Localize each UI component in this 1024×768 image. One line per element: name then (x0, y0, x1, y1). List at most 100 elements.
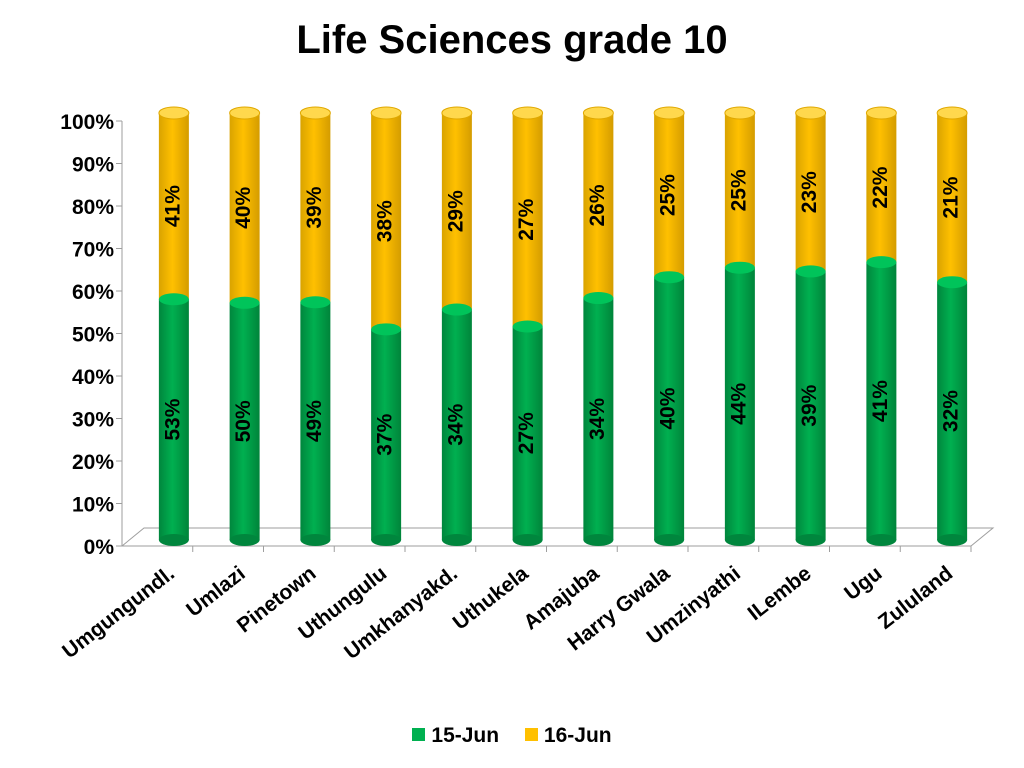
bar-top-cap (512, 106, 544, 120)
bar-split-cap (654, 271, 685, 284)
data-label-16-jun: 40% (232, 187, 255, 229)
x-category-label: ILembe (744, 562, 816, 625)
x-category-label: Umgungundl. (58, 562, 179, 663)
data-label-15-jun: 49% (303, 400, 326, 442)
bar-base-cap (724, 534, 755, 546)
x-category-label: Umlazi (182, 562, 249, 622)
bar-segment-16-jun (300, 113, 331, 303)
bar-split-cap (229, 296, 260, 309)
data-label-15-jun: 27% (515, 412, 538, 454)
bar-split-cap (300, 296, 331, 309)
bar-split-cap (583, 292, 614, 305)
y-tick-label: 10% (72, 494, 114, 517)
data-label-16-jun: 29% (444, 190, 467, 232)
data-label-16-jun: 39% (303, 186, 326, 228)
bar-top-cap (653, 106, 685, 120)
bar-base-cap (229, 534, 260, 546)
x-category-label: Ugu (840, 562, 886, 605)
data-label-15-jun: 34% (444, 403, 467, 445)
bar-split-cap (724, 261, 755, 274)
data-label-15-jun: 39% (798, 384, 821, 426)
data-label-16-jun: 27% (515, 198, 538, 240)
data-label-16-jun: 41% (161, 185, 184, 227)
bar-top-cap (936, 106, 968, 120)
bar-segment-15-jun (724, 267, 755, 540)
bar-segment-16-jun (158, 113, 189, 300)
bar-segment-16-jun (583, 113, 614, 299)
bar-base-cap (512, 534, 543, 546)
bar-segment-16-jun (654, 113, 685, 278)
bar-segment-16-jun (724, 113, 755, 268)
y-tick-label: 20% (72, 451, 114, 474)
bar-segment-16-jun (229, 113, 260, 303)
bar-top-cap (724, 106, 756, 120)
data-label-16-jun: 38% (374, 200, 397, 242)
bar-top-cap (795, 106, 827, 120)
bar-base-cap (583, 534, 614, 546)
bar-split-cap (866, 256, 897, 269)
data-label-16-jun: 23% (798, 171, 821, 213)
bar-base-cap (795, 534, 826, 546)
data-label-16-jun: 25% (657, 174, 680, 216)
y-tick-label: 40% (72, 366, 114, 389)
bar-base-cap (371, 534, 402, 546)
bar-segment-16-jun (937, 113, 968, 283)
x-category-label: Uthukela (449, 562, 533, 635)
bar-split-cap (795, 265, 826, 278)
bar-segment-16-jun (441, 113, 472, 310)
bar-base-cap (937, 534, 968, 546)
bar-segment-16-jun (795, 113, 826, 272)
chart-title: Life Sciences grade 10 (296, 18, 728, 62)
y-tick-label: 70% (72, 239, 114, 262)
y-tick-label: 0% (84, 536, 115, 559)
legend-item-16-jun: 16-Jun (524, 724, 612, 748)
bar-base-cap (654, 534, 685, 546)
data-label-15-jun: 53% (161, 398, 184, 440)
data-label-15-jun: 37% (374, 413, 397, 455)
bar-segment-15-jun (583, 298, 614, 540)
bar-segment-15-jun (866, 262, 897, 540)
bar-top-cap (299, 106, 331, 120)
y-tick-label: 50% (72, 324, 114, 347)
bar-base-cap (300, 534, 331, 546)
data-label-15-jun: 34% (586, 398, 609, 440)
bar-segment-16-jun (866, 113, 897, 263)
data-label-16-jun: 25% (727, 169, 750, 211)
legend-item-15-jun: 15-Jun (412, 724, 499, 748)
bar-segment-15-jun (654, 277, 685, 540)
bar-top-cap (370, 106, 402, 120)
legend-label: 16-Jun (543, 724, 612, 747)
bar-segment-15-jun (229, 302, 260, 540)
legend-swatch-yellow (524, 728, 538, 741)
bar-segment-15-jun (300, 302, 331, 540)
bar-split-cap (371, 323, 402, 336)
y-tick-label: 80% (72, 196, 114, 219)
bar-split-cap (158, 293, 189, 306)
bar-segment-15-jun (158, 299, 189, 540)
data-label-15-jun: 50% (232, 400, 255, 442)
data-label-15-jun: 41% (869, 380, 892, 422)
data-label-16-jun: 26% (586, 184, 609, 226)
y-tick-label: 90% (72, 154, 114, 177)
bar-split-cap (441, 303, 472, 316)
x-category-label: Zululand (874, 562, 957, 634)
bar-segment-16-jun (512, 113, 543, 327)
bar-split-cap (512, 320, 543, 333)
bar-top-cap (441, 106, 473, 120)
bar-top-cap (158, 106, 190, 120)
bar-segment-15-jun (441, 309, 472, 540)
y-tick-label: 100% (60, 111, 114, 134)
bar-base-cap (866, 534, 897, 546)
bar-segment-16-jun (371, 113, 402, 330)
bar-segment-15-jun (371, 329, 402, 540)
legend-swatch-green (412, 728, 426, 741)
bar-segment-15-jun (937, 282, 968, 540)
data-label-15-jun: 32% (940, 390, 963, 432)
bar-split-cap (937, 276, 968, 289)
bar-segment-15-jun (795, 271, 826, 540)
y-tick-label: 60% (72, 281, 114, 304)
bar-top-cap (229, 106, 261, 120)
y-tick-label: 30% (72, 409, 114, 432)
bar-segment-15-jun (512, 326, 543, 540)
data-label-16-jun: 21% (940, 176, 963, 218)
